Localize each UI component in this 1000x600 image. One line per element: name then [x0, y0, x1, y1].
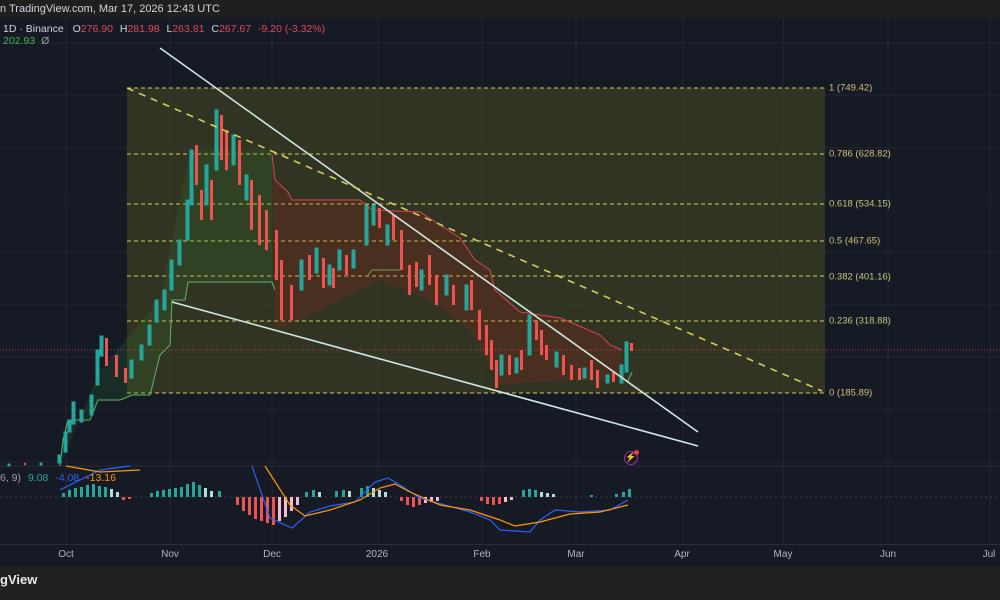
indicator-value: 202.93 [3, 35, 36, 47]
fib-label-05: 0.5 (467.65) [829, 235, 881, 247]
fib-label-1: 1 (749.42) [829, 82, 873, 94]
alert-notification-dot [634, 450, 639, 455]
xaxis-dec: Dec [263, 549, 281, 560]
indicator-legend: 202.93 Ø [3, 35, 49, 47]
histogram-value: -13.16 [86, 472, 116, 484]
wedge-lower-trendline[interactable] [171, 301, 699, 447]
source-text: n TradingView.com, Mar 17, 2026 12:43 UT… [0, 3, 220, 15]
fib-label-0382: 0.382 (401.16) [829, 271, 891, 283]
footer-bar: gView [0, 566, 1000, 600]
open-value: 276.90 [80, 23, 113, 35]
signal-value: -4.08 [55, 472, 80, 484]
xaxis-may: May [773, 549, 793, 560]
fib-label-0786: 0.786 (628.82) [829, 148, 891, 160]
xaxis-jul: Jul [982, 549, 996, 560]
macd-line [59, 465, 629, 533]
indicator-symbol: Ø [41, 35, 50, 47]
alert-bolt-icon[interactable]: ⚡ [624, 451, 638, 465]
fib-label-0236: 0.236 (318.88) [829, 315, 891, 327]
interval-exchange: 1D · Binance [3, 23, 64, 35]
high-value: 281.98 [127, 23, 160, 35]
xaxis-feb: Feb [473, 549, 491, 560]
macd-params: 6, 9) [0, 472, 22, 484]
supertrend-down [271, 154, 623, 351]
dashed-resistance-line[interactable] [126, 87, 823, 392]
macd-value: 9.08 [27, 472, 49, 484]
fib-levels[interactable] [127, 87, 825, 394]
source-bar: n TradingView.com, Mar 17, 2026 12:43 UT… [0, 0, 1000, 18]
wedge-upper-trendline[interactable] [159, 47, 699, 433]
xaxis-jun: Jun [879, 549, 897, 560]
signal-line [65, 465, 629, 527]
chart-canvas[interactable] [0, 0, 1000, 566]
fib-label-0618: 0.618 (534.15) [829, 198, 891, 210]
close-value: 267.67 [218, 23, 252, 35]
low-value: 263.81 [172, 23, 205, 35]
xaxis-apr: Apr [674, 549, 690, 560]
change-value: -9.20 (-3.32%) [258, 23, 326, 35]
xaxis-oct: Oct [58, 549, 74, 560]
xaxis-nov: Nov [161, 549, 179, 560]
xaxis-mar: Mar [567, 549, 585, 560]
fib-label-0: 0 (185.89) [829, 387, 873, 399]
ohlc-legend: 1D · Binance O276.90 H281.98 L263.81 C26… [3, 23, 326, 35]
time-axis[interactable]: Oct Nov Dec 2026 Feb Mar Apr May Jun Jul [0, 544, 1000, 566]
candles[interactable] [7, 109, 633, 467]
tradingview-logo: gView [0, 572, 38, 587]
macd-legend: 6, 9) 9.08 -4.08 -13.16 [0, 472, 116, 484]
macd-pane[interactable] [0, 465, 1000, 533]
xaxis-2026: 2026 [365, 549, 389, 560]
